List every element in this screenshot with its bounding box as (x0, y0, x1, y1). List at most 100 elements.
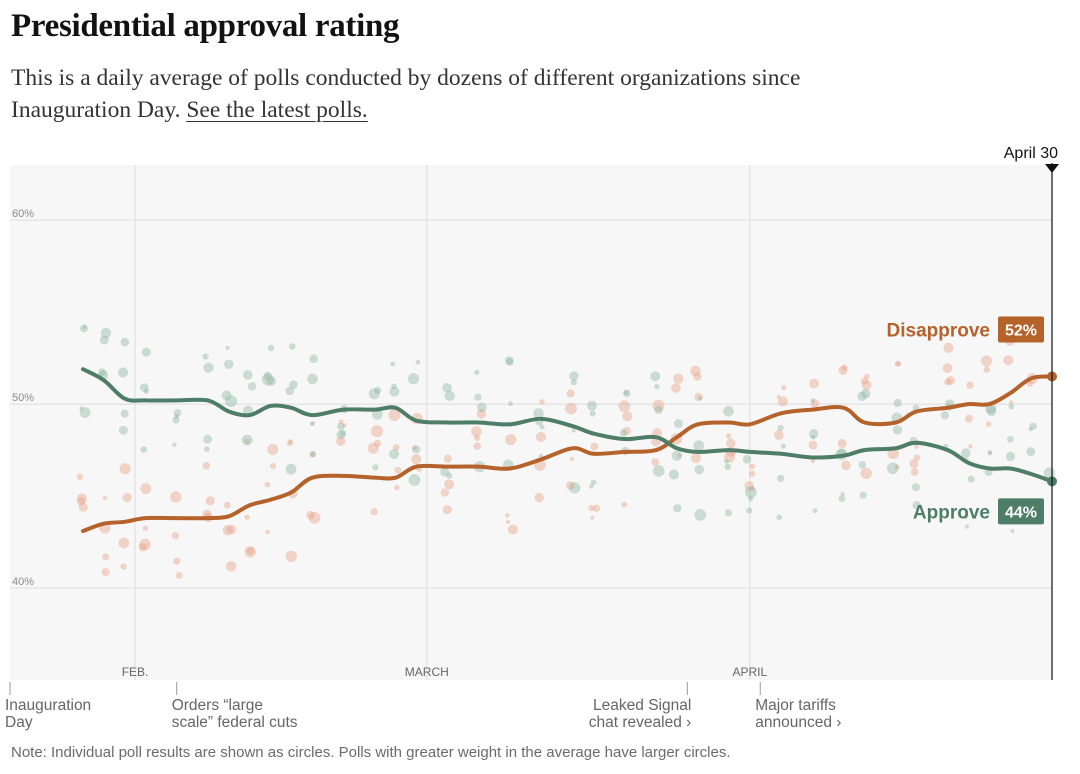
poll-dot (590, 479, 597, 486)
poll-dot (940, 411, 950, 420)
poll-dot (336, 430, 346, 440)
poll-dot (390, 361, 396, 367)
poll-dot (203, 446, 210, 452)
poll-dot (288, 439, 294, 445)
poll-dot (896, 361, 901, 367)
poll-dot (306, 510, 315, 520)
latest-polls-link[interactable]: See the latest polls. (186, 97, 368, 123)
poll-dot (808, 429, 819, 439)
poll-dot (652, 465, 665, 477)
poll-dot (140, 446, 148, 453)
poll-dot (961, 448, 971, 458)
poll-dot (247, 382, 257, 391)
poll-dot (944, 378, 952, 386)
poll-dot (894, 464, 900, 470)
gridlines (10, 165, 1052, 680)
approve-label: Approve (913, 502, 990, 523)
poll-dot (914, 444, 919, 449)
poll-dot (471, 426, 482, 437)
poll-dot (621, 501, 628, 508)
poll-dot (1029, 422, 1037, 431)
poll-dot (837, 438, 847, 448)
poll-dot (622, 426, 631, 436)
poll-dot (337, 422, 345, 431)
poll-dot (861, 388, 871, 399)
annotation-text: Major tariffs (755, 697, 836, 714)
poll-dot (910, 468, 919, 476)
poll-dot (1006, 435, 1014, 443)
poll-dot (101, 568, 110, 577)
poll-dot (367, 442, 379, 454)
poll-dot (473, 434, 481, 442)
poll-dot (569, 371, 579, 381)
poll-dot (309, 354, 318, 363)
annotation-text: Orders “large (172, 697, 263, 714)
poll-dot (886, 462, 899, 475)
poll-dot (507, 524, 518, 535)
poll-dot (725, 433, 732, 439)
end-labels: 52% Disapprove 44% Approve (887, 316, 1044, 525)
poll-dot (690, 365, 701, 377)
poll-dot (966, 381, 974, 389)
poll-dot (619, 429, 628, 437)
poll-dot (808, 440, 818, 450)
annotation-text: scale” federal cuts (172, 714, 298, 731)
poll-dot (370, 508, 378, 516)
poll-dot (942, 363, 953, 374)
poll-dot (411, 454, 422, 465)
poll-dot (80, 324, 88, 333)
y-tick-label: 50% (12, 392, 34, 404)
poll-dot (838, 365, 848, 375)
poll-dot (693, 372, 702, 381)
poll-dot (809, 378, 819, 389)
poll-dot (694, 509, 707, 521)
poll-dot (79, 406, 84, 411)
poll-dot (859, 491, 867, 499)
poll-dot (442, 504, 452, 515)
poll-dot (391, 383, 397, 390)
poll-dot (173, 409, 182, 417)
poll-dot (1003, 355, 1014, 366)
poll-dot (964, 414, 973, 423)
poll-dot (139, 538, 151, 551)
poll-dot (339, 429, 347, 437)
poll-dot (307, 373, 318, 385)
poll-dot (221, 390, 232, 401)
poll-dot (225, 561, 237, 572)
poll-dot (911, 483, 920, 492)
poll-dot (810, 435, 816, 440)
y-tick-label: 40% (12, 576, 34, 588)
x-tick-label: APRIL (732, 665, 767, 679)
poll-dot (371, 425, 383, 438)
poll-dot (569, 456, 575, 462)
poll-dot (690, 452, 702, 464)
poll-dot (440, 467, 450, 477)
poll-dot (261, 373, 274, 386)
poll-dot (726, 438, 736, 449)
poll-dot (569, 482, 581, 494)
poll-dot (742, 454, 752, 464)
poll-dot (968, 444, 973, 449)
chart-subtitle: This is a daily average of polls conduct… (11, 62, 831, 126)
poll-dot (142, 525, 149, 532)
poll-dot (473, 442, 482, 450)
poll-dot (857, 391, 867, 402)
poll-dot (668, 469, 679, 480)
poll-dot (266, 376, 276, 386)
poll-dot (265, 529, 270, 535)
poll-dot (781, 384, 787, 391)
poll-dot (241, 434, 253, 446)
annotation-text: Day (5, 714, 33, 731)
poll-dot (589, 410, 596, 417)
poll-dot (744, 481, 754, 491)
poll-dot (243, 370, 253, 380)
poll-dot (205, 496, 215, 506)
poll-dot (202, 353, 209, 360)
approve-value: 44% (1005, 504, 1037, 521)
poll-dot (474, 393, 482, 401)
poll-dot (412, 445, 421, 454)
